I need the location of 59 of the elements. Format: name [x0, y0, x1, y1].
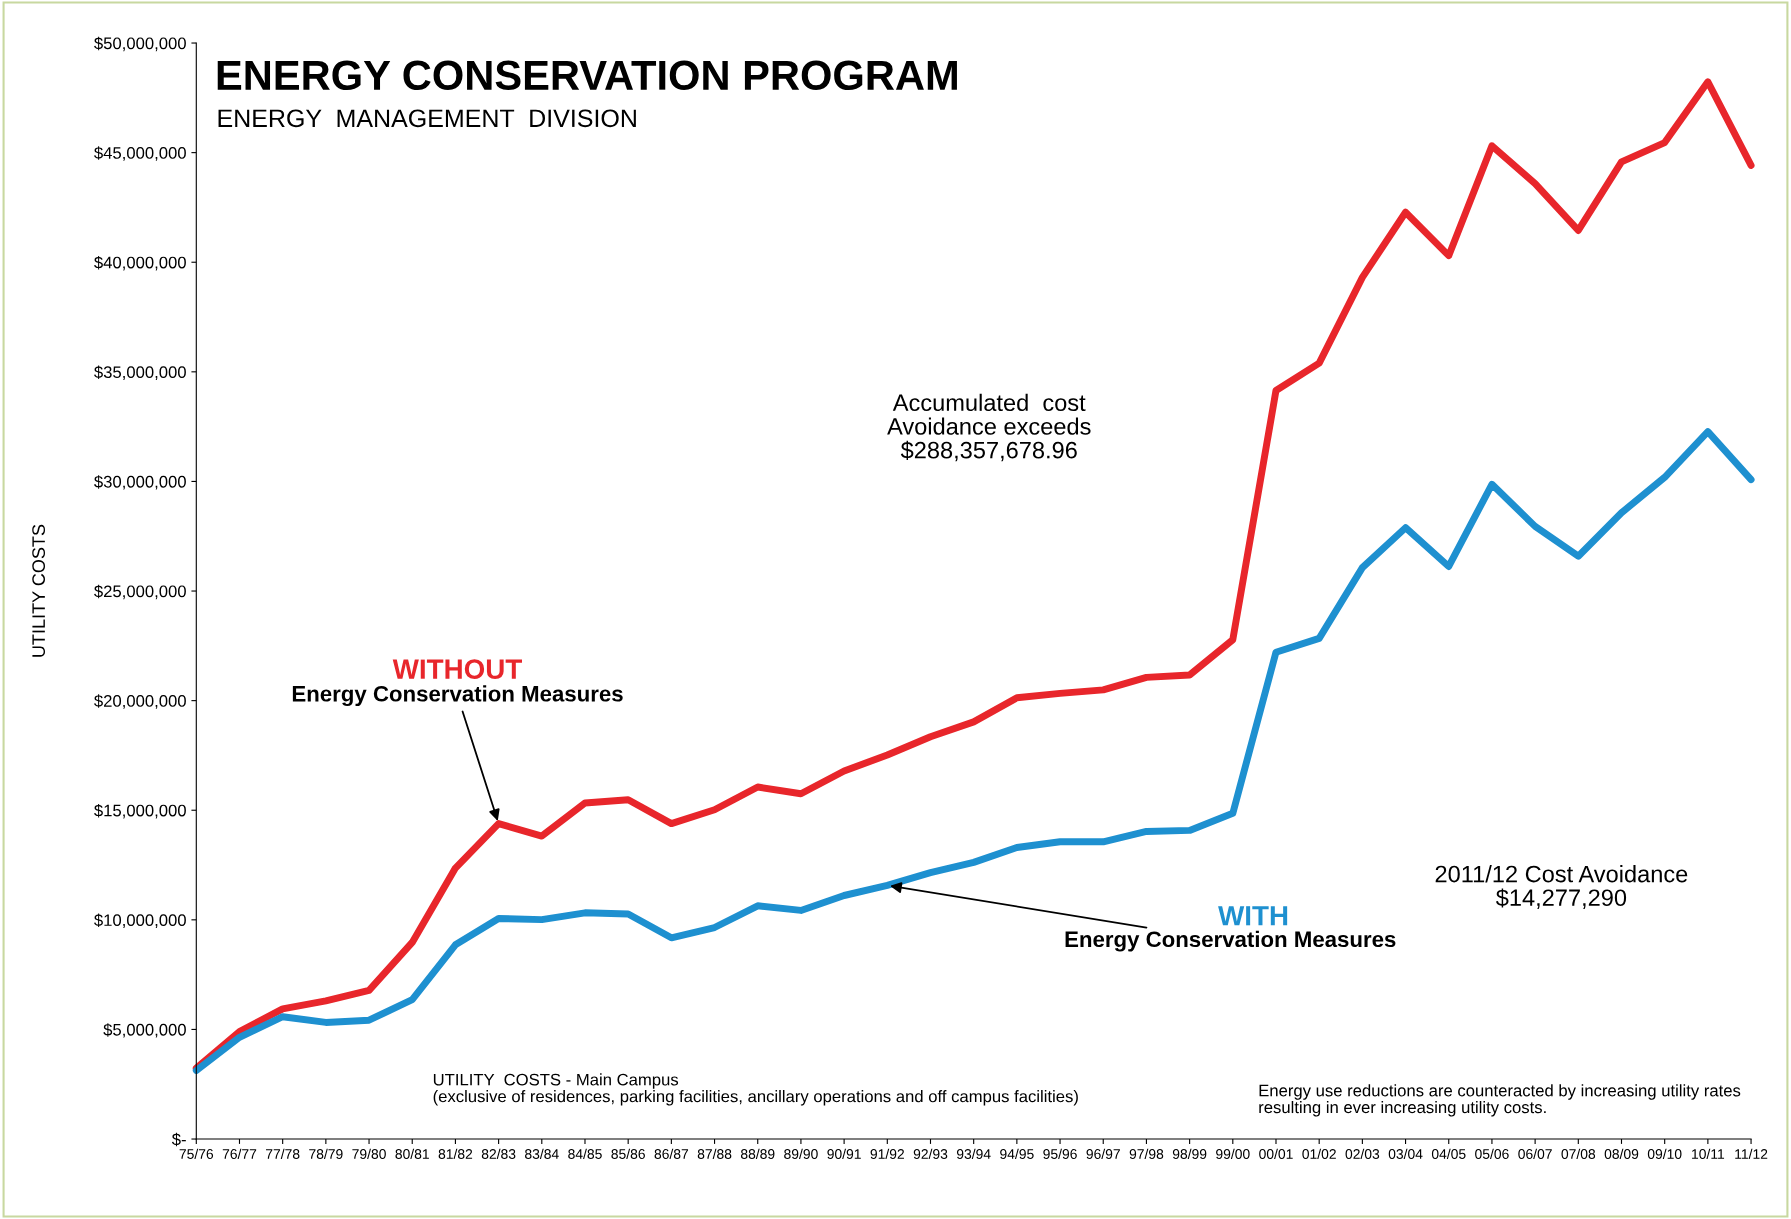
x-tick-label: 11/12	[1735, 1148, 1768, 1159]
x-tick-label: 99/00	[1216, 1148, 1250, 1159]
x-tick-label: 07/08	[1561, 1148, 1596, 1159]
annotation: Energy Conservation Measures	[292, 685, 623, 707]
y-tick-label: $5,000,000	[103, 1023, 186, 1038]
text: ENERGY MANAGEMENT DIVISION	[218, 109, 636, 128]
x-tick-label: 98/99	[1172, 1148, 1207, 1159]
y-tick-label: $40,000,000	[94, 255, 186, 271]
y-tick-label: $-	[171, 1132, 186, 1147]
y-tick-label: $35,000,000	[94, 365, 186, 380]
annotation: Accumulated cost Avoidance exceeds $288,357,678.96	[887, 393, 1091, 462]
x-tick-label: 75/76	[179, 1148, 214, 1159]
y-tick-label: $20,000,000	[94, 694, 186, 709]
x-tick-label: 77/78	[266, 1148, 300, 1159]
annotation: Energy use reductions are counteracted by increasing utility rates resulting in ever increasing utility costs.	[1259, 1084, 1741, 1117]
y-tick-label: $25,000,000	[94, 584, 186, 600]
x-tick-label: 84/85	[568, 1148, 602, 1159]
y-tick-label: $10,000,000	[94, 913, 186, 928]
annotation: Energy Conservation Measures	[1065, 930, 1396, 952]
y-tick-label: $45,000,000	[94, 146, 186, 161]
x-tick-label: 94/95	[1000, 1148, 1034, 1159]
y-axis-title: UTILITY COSTS	[32, 524, 46, 657]
x-tick-label: 00/01	[1259, 1148, 1293, 1159]
x-tick-label: 85/86	[611, 1148, 645, 1159]
x-tick-label: 02/03	[1345, 1148, 1380, 1159]
x-tick-label: 05/06	[1475, 1148, 1509, 1159]
x-tick-label: 81/82	[438, 1148, 473, 1159]
x-tick-label: 92/93	[913, 1148, 948, 1159]
x-tick-label: 86/87	[654, 1148, 689, 1159]
x-tick-label: 83/84	[525, 1148, 559, 1159]
x-tick-label: 88/89	[740, 1148, 775, 1159]
x-tick-label: 80/81	[395, 1148, 429, 1159]
text: WITH	[1218, 906, 1288, 926]
x-tick-label: 87/88	[697, 1148, 732, 1159]
y-tick-label: $50,000,000	[94, 36, 186, 52]
chart-title: ENERGY CONSERVATION PROGRAM	[217, 60, 957, 91]
x-tick-label: 93/94	[956, 1148, 991, 1159]
text: WITHOUT	[392, 659, 522, 679]
y-tick-label: $15,000,000	[94, 803, 186, 819]
x-tick-label: 08/09	[1604, 1148, 1639, 1159]
x-tick-label: 90/91	[827, 1148, 861, 1159]
x-tick-label: 95/96	[1043, 1148, 1077, 1159]
x-tick-label: 82/83	[481, 1148, 516, 1159]
x-tick-label: 89/90	[784, 1148, 818, 1159]
x-tick-label: 96/97	[1086, 1148, 1120, 1159]
annotation: UTILITY COSTS - Main Campus (exclusive of residences, parking facilities, ancillary operations and off campus facilities)	[433, 1073, 1078, 1106]
x-tick-label: 06/07	[1518, 1148, 1552, 1159]
x-tick-label: 04/05	[1431, 1148, 1466, 1159]
x-tick-label: 78/79	[309, 1148, 343, 1159]
x-tick-label: 10/11	[1692, 1148, 1725, 1159]
annotation: 2011/12 Cost Avoidance $14,277,290	[1435, 865, 1688, 909]
x-tick-label: 09/10	[1647, 1148, 1682, 1159]
x-tick-label: 03/04	[1388, 1148, 1423, 1159]
y-tick-label: $30,000,000	[94, 475, 186, 490]
x-tick-label: 91/92	[870, 1148, 904, 1159]
x-tick-label: 97/98	[1129, 1148, 1164, 1159]
x-tick-label: 76/77	[222, 1148, 257, 1159]
x-tick-label: 01/02	[1302, 1148, 1336, 1159]
x-tick-label: 79/80	[352, 1148, 386, 1159]
